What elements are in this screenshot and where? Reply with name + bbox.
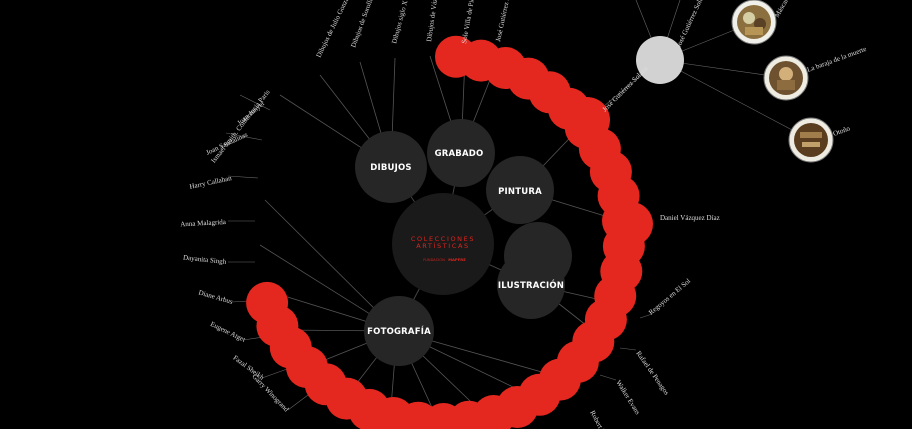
- selected-artist-label[interactable]: José Gutiérrez Solana: [675, 0, 708, 49]
- artist-label-top[interactable]: José Gutiérrez Solana: [494, 0, 515, 42]
- artwork-label[interactable]: Máscaras: [773, 0, 793, 19]
- artwork-thumbnail-mascaras[interactable]: [731, 0, 777, 45]
- artist-label-right[interactable]: Regoyos en El Sol: [647, 277, 692, 317]
- artwork-thumbnail-otono[interactable]: [788, 117, 834, 163]
- artist-label-top[interactable]: Dibujos siglo XV: [390, 0, 411, 45]
- artist-node-active[interactable]: [564, 97, 610, 143]
- category-label: GRABADO: [435, 149, 484, 159]
- artist-label-right[interactable]: Robert Frank: [588, 409, 613, 429]
- category-label: PINTURA: [498, 187, 542, 197]
- artwork-thumbnail-baraja[interactable]: [763, 55, 809, 101]
- artist-label-right[interactable]: Rafael de Penagos: [634, 350, 670, 397]
- category-label: DIBUJOS: [370, 163, 412, 173]
- category-node-grabado[interactable]: GRABADO: [427, 119, 495, 187]
- artist-label-left[interactable]: Joan Sandalinas: [205, 130, 249, 156]
- artist-label-top[interactable]: Sole Villa de Picasso: [460, 0, 478, 44]
- artist-label-left[interactable]: Joan Junyer: [236, 99, 267, 127]
- artist-label-right[interactable]: José Gutiérrez Solana: [601, 64, 650, 113]
- category-label: ILUSTRACIÓN: [498, 279, 564, 291]
- artist-label-left[interactable]: Eugene Atget: [209, 320, 247, 344]
- artwork-label[interactable]: Otoño: [832, 124, 852, 138]
- artist-label-top[interactable]: Dibujos de Sorolla Goya: [349, 0, 381, 49]
- hub-subtitle: FUNDACIÓN: [423, 257, 445, 262]
- selected-artist-node[interactable]: [636, 36, 684, 84]
- artist-node[interactable]: [246, 281, 289, 324]
- artist-label-left[interactable]: Anna Malagrida: [180, 218, 227, 228]
- artist-label-left[interactable]: Dayanita Singh: [183, 254, 227, 267]
- artist-node-vazquez-diaz[interactable]: [609, 202, 653, 246]
- hub-title-line1: COLECCIONES: [411, 235, 475, 243]
- category-node-pintura[interactable]: PINTURA: [486, 156, 554, 224]
- hub-title-line2: ARTÍSTICAS: [416, 241, 470, 250]
- artist-ring: [246, 35, 645, 429]
- artist-label-right[interactable]: Walker Evans: [614, 379, 642, 416]
- category-node-fotografia[interactable]: FOTOGRAFÍA: [364, 296, 434, 366]
- collections-hub[interactable]: COLECCIONES ARTÍSTICAS FUNDACIÓN MAPFRE: [392, 193, 494, 295]
- hub-brand-logo: MAPFRE: [448, 257, 466, 262]
- category-node-dibujos[interactable]: DIBUJOS: [355, 131, 427, 203]
- category-node-ilustracion[interactable]: ILUSTRACIÓN: [497, 222, 572, 319]
- artist-label-left[interactable]: Diane Arbus: [198, 289, 234, 306]
- artist-label-right[interactable]: Daniel Vázquez Díaz: [660, 214, 720, 222]
- artwork-label[interactable]: La baraja de la muerte: [806, 45, 868, 74]
- artist-label-left[interactable]: Garry Winogrand: [250, 372, 290, 413]
- artist-label-left[interactable]: Harry Callahan: [189, 174, 233, 191]
- category-label: FOTOGRAFÍA: [367, 325, 431, 337]
- artist-label-top[interactable]: Dibujos de Vázquez Díaz: [425, 0, 443, 42]
